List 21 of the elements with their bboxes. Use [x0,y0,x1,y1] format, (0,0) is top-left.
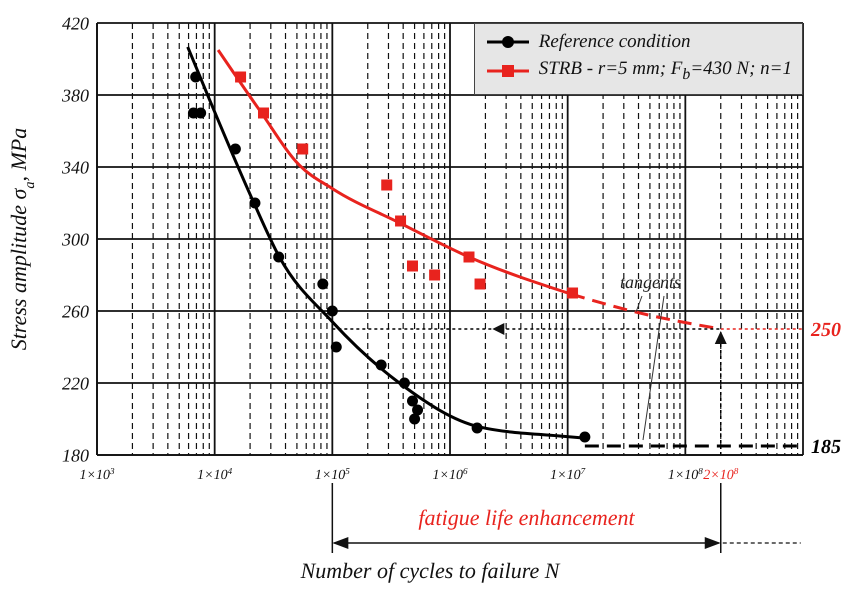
y-tick-label: 220 [62,373,89,394]
x-tick-label: 2×10$^{8}$ [703,466,739,483]
y-tick-label: 380 [61,85,89,106]
y-tick-label: 300 [61,229,89,250]
x-tick-label: 1×10$^{7}$ [550,466,586,483]
y-tick-label: 180 [62,445,89,466]
text: fatigue life enhancement [418,505,636,530]
annotation: 250 [810,319,841,341]
y-tick-label: 260 [62,301,89,322]
x-tick-label: 1×10$^{6}$ [432,466,468,483]
annotation: 185 [811,436,841,458]
x-axis-title: Number of cycles to failure N [300,558,561,583]
x-tick-label: 1×10$^{8}$ [668,466,704,483]
legend-label: STRB - r=5 mm; F$_{b}$=430 N; n=1 [538,57,792,85]
y-tick-label: 340 [61,157,89,178]
x-tick-label: 1×10$^{4}$ [197,466,233,483]
x-tick-label: 1×10$^{5}$ [314,466,350,483]
x-tick-label: 1×10$^{3}$ [80,466,115,483]
y-tick-label: 420 [62,13,89,34]
legend-label: Reference condition [538,30,690,54]
annotation: tangents [620,272,681,292]
